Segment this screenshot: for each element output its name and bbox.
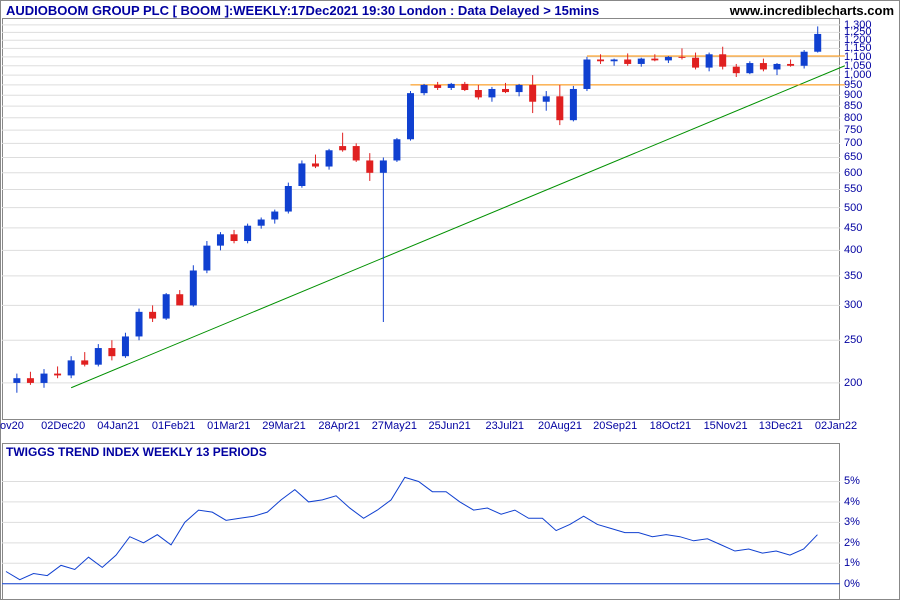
trend-ytick: 3% (844, 516, 860, 528)
trend-ytick: 1% (844, 557, 860, 569)
trend-ytick: 5% (844, 475, 860, 487)
trend-ytick: 0% (844, 578, 860, 590)
trend-ytick: 4% (844, 496, 860, 508)
trend-chart (0, 0, 900, 600)
trend-ytick: 2% (844, 537, 860, 549)
